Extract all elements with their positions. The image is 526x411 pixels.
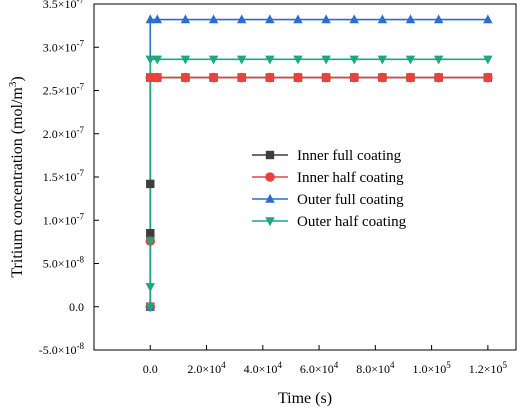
data-point-3-11 xyxy=(349,55,359,65)
series-line-3 xyxy=(149,58,488,307)
data-point-3-15 xyxy=(483,55,493,65)
data-point-3-12 xyxy=(377,55,388,65)
x-tick-label-6: 1.2×105 xyxy=(469,360,508,376)
data-point-2-4 xyxy=(208,14,219,24)
x-tick-labels: 0.0 2.0×104 4.0×104 6.0×104 8.0×104 1.0×105 1.… xyxy=(143,360,508,376)
data-point-3-14 xyxy=(433,55,444,65)
y-axis-title: Tritium concentration (mol/m3) xyxy=(7,76,26,277)
data-point-0-2 xyxy=(146,179,155,189)
data-point-0-1 xyxy=(146,229,155,238)
data-point-1-5 xyxy=(208,72,219,83)
legend-label-2: Outer full coating xyxy=(297,192,404,208)
data-point-3-9 xyxy=(293,55,303,65)
data-point-2-2 xyxy=(152,14,162,24)
data-point-3-7 xyxy=(237,55,247,65)
data-point-1-12 xyxy=(405,72,416,83)
y-tick-label-6: 2.5×10-7 xyxy=(43,82,85,98)
x-tick-label-3: 6.0×104 xyxy=(300,360,339,376)
data-point-2-10 xyxy=(377,14,388,24)
y-tick-label-2: 5.0×10-8 xyxy=(43,255,85,271)
data-point-1-7 xyxy=(265,72,275,83)
data-point-1-11 xyxy=(377,72,388,83)
data-point-1-9 xyxy=(321,72,331,83)
legend: Inner full coating Inner half coating Oute… xyxy=(252,148,407,230)
data-point-2-9 xyxy=(349,14,359,24)
data-point-2-3 xyxy=(180,14,191,24)
data-point-3-2 xyxy=(145,237,155,247)
y-tick-label-8: 3.5×10-7 xyxy=(43,0,85,11)
data-point-3-0 xyxy=(145,303,155,312)
data-point-3-6 xyxy=(208,55,219,65)
legend-marker-3 xyxy=(265,217,275,227)
axis-ticks xyxy=(94,3,489,351)
data-point-1-4 xyxy=(180,72,191,83)
legend-label-1: Inner half coating xyxy=(297,170,404,186)
data-point-2-7 xyxy=(293,14,303,24)
data-point-1-8 xyxy=(293,72,303,83)
x-tick-label-0: 0.0 xyxy=(143,362,158,376)
x-tick-label-5: 1.0×105 xyxy=(412,360,451,376)
data-point-2-8 xyxy=(321,14,331,24)
data-point-1-14 xyxy=(483,72,493,83)
legend-marker-2 xyxy=(265,193,275,203)
x-tick-label-4: 8.0×104 xyxy=(356,360,395,376)
legend-label-3: Outer half coating xyxy=(297,214,407,230)
data-point-3-13 xyxy=(405,55,416,65)
data-point-3-4 xyxy=(152,55,162,65)
y-tick-label-5: 2.0×10-7 xyxy=(43,125,85,141)
data-point-2-1 xyxy=(145,14,155,24)
data-point-1-6 xyxy=(236,72,247,83)
data-point-2-12 xyxy=(433,14,444,24)
data-point-2-5 xyxy=(237,14,247,24)
data-point-3-10 xyxy=(321,55,331,65)
data-point-2-11 xyxy=(405,14,416,24)
data-point-1-10 xyxy=(349,72,360,83)
y-tick-label-1: 0.0 xyxy=(69,300,84,314)
data-point-2-6 xyxy=(265,14,275,24)
legend-marker-1 xyxy=(265,172,275,182)
data-point-1-13 xyxy=(433,72,444,83)
data-point-3-5 xyxy=(180,55,191,65)
data-point-2-13 xyxy=(483,14,493,24)
legend-marker-0 xyxy=(265,150,275,160)
data-point-1-2 xyxy=(145,72,156,83)
x-tick-label-1: 2.0×104 xyxy=(187,360,226,376)
data-point-3-8 xyxy=(265,55,275,65)
series-line-2 xyxy=(149,18,488,307)
data-point-3-3 xyxy=(145,55,155,65)
y-tick-label-7: 3.0×10-7 xyxy=(43,38,85,54)
data-point-1-3 xyxy=(152,72,163,83)
legend-label-0: Inner full coating xyxy=(297,148,402,164)
x-axis-title: Time (s) xyxy=(278,390,332,407)
y-tick-label-3: 1.0×10-7 xyxy=(43,211,85,227)
x-tick-label-2: 4.0×104 xyxy=(244,360,283,376)
series-markers-3 xyxy=(145,55,493,312)
y-tick-labels: -5.0×10-8 0.0 5.0×10-8 1.0×10-7 1.5×10-7 2.0×… xyxy=(39,0,85,357)
y-tick-label-4: 1.5×10-7 xyxy=(43,168,85,184)
series-markers xyxy=(145,14,493,312)
data-point-3-1 xyxy=(145,283,155,293)
plot-frame xyxy=(93,3,517,351)
y-tick-label-0: -5.0×10-8 xyxy=(39,341,85,357)
